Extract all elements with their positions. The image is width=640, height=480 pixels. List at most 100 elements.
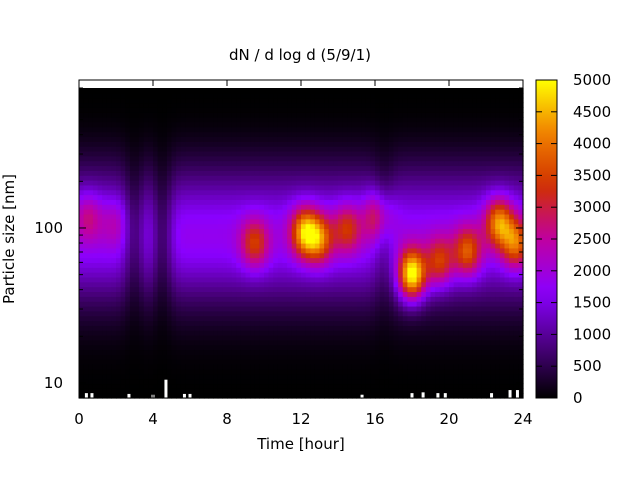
heatmap-cell [407, 155, 413, 162]
heatmap-cell [176, 131, 182, 138]
heatmap-cell [227, 97, 233, 104]
heatmap-cell [254, 189, 260, 196]
heatmap-cell [338, 296, 344, 302]
heatmap-cell [421, 272, 427, 278]
heatmap-cell [120, 209, 126, 215]
heatmap-cell [176, 126, 182, 133]
heatmap-cell [388, 315, 395, 322]
heatmap-cell [208, 364, 214, 370]
heatmap-cell [365, 112, 371, 118]
heatmap-cell [291, 368, 297, 375]
heatmap-cell [250, 121, 256, 128]
heatmap-cell [430, 257, 436, 263]
heatmap-cell [351, 344, 358, 351]
heatmap-cell [199, 291, 205, 297]
heatmap-cell [203, 368, 210, 375]
heatmap-cell [106, 131, 112, 138]
heatmap-cell [227, 247, 233, 254]
heatmap-cell [92, 330, 99, 336]
heatmap-cell [199, 209, 205, 215]
heatmap-cell [310, 344, 316, 351]
heatmap-cell [259, 189, 265, 196]
heatmap-cell [412, 165, 418, 171]
heatmap-cell [79, 146, 85, 152]
heatmap-cell [208, 393, 214, 399]
heatmap-cell [398, 189, 404, 196]
heatmap-cell [129, 184, 136, 191]
heatmap-cell [83, 155, 89, 162]
heatmap-cell [245, 349, 251, 355]
heatmap-cell [421, 131, 427, 138]
heatmap-cell [139, 305, 145, 312]
heatmap-cell [407, 262, 413, 268]
heatmap-cell [287, 335, 293, 341]
heatmap-cell [314, 112, 321, 118]
heatmap-cell [393, 146, 399, 152]
heatmap-cell [166, 359, 173, 365]
heatmap-cell [171, 359, 177, 365]
heatmap-cell [310, 97, 316, 104]
heatmap-cell [393, 97, 399, 104]
heatmap-cell [166, 262, 173, 268]
heatmap-cell [296, 88, 302, 94]
heatmap-cell [407, 199, 413, 205]
heatmap-cell [416, 218, 422, 225]
heatmap-cell [148, 335, 154, 341]
heatmap-cell [199, 121, 205, 128]
heatmap-cell [416, 199, 422, 205]
heatmap-cell [176, 184, 182, 191]
heatmap-cell [328, 150, 334, 157]
heatmap-cell [97, 213, 103, 220]
heatmap-cell [222, 286, 228, 293]
heatmap-cell [291, 364, 297, 370]
heatmap-cell [412, 296, 418, 302]
heatmap-cell [305, 150, 311, 157]
heatmap-cell [324, 262, 330, 268]
heatmap-cell [120, 165, 126, 171]
heatmap-cell [240, 204, 247, 210]
heatmap-cell [342, 218, 348, 225]
heatmap-cell [388, 213, 395, 220]
heatmap-cell [296, 354, 302, 360]
heatmap-cell [324, 368, 330, 375]
heatmap-cell [338, 354, 344, 360]
heatmap-cell [185, 184, 191, 191]
heatmap-cell [208, 262, 214, 268]
heatmap-cell [296, 373, 302, 380]
heatmap-cell [250, 155, 256, 162]
heatmap-cell [268, 315, 274, 322]
heatmap-cell [425, 349, 432, 355]
heatmap-cell [356, 388, 362, 394]
heatmap-cell [217, 223, 223, 230]
heatmap-cell [407, 121, 413, 128]
heatmap-cell [301, 330, 307, 336]
heatmap-cell [268, 286, 274, 293]
heatmap-cell [190, 121, 196, 128]
heatmap-cell [333, 238, 339, 244]
heatmap-cell [277, 180, 284, 186]
heatmap-cell [319, 247, 325, 254]
heatmap-cell [203, 107, 210, 113]
heatmap-cell [296, 131, 302, 138]
heatmap-cell [92, 262, 99, 268]
heatmap-cell [351, 378, 358, 385]
heatmap-cell [384, 238, 390, 244]
heatmap-cell [171, 184, 177, 191]
heatmap-cell [282, 325, 288, 331]
heatmap-cell [166, 310, 173, 317]
heatmap-cell [338, 146, 344, 152]
heatmap-cell [106, 252, 112, 259]
heatmap-cell [402, 107, 408, 113]
heatmap-cell [310, 339, 316, 346]
heatmap-cell [222, 131, 228, 138]
heatmap-cell [375, 325, 381, 331]
heatmap-cell [324, 393, 330, 399]
heatmap-cell [250, 92, 256, 99]
heatmap-cell [199, 131, 205, 138]
heatmap-cell [129, 199, 136, 205]
heatmap-cell [301, 136, 307, 142]
heatmap-cell [379, 320, 385, 326]
heatmap-cell [416, 383, 422, 389]
heatmap-cell [250, 199, 256, 205]
heatmap-cell [153, 121, 159, 128]
